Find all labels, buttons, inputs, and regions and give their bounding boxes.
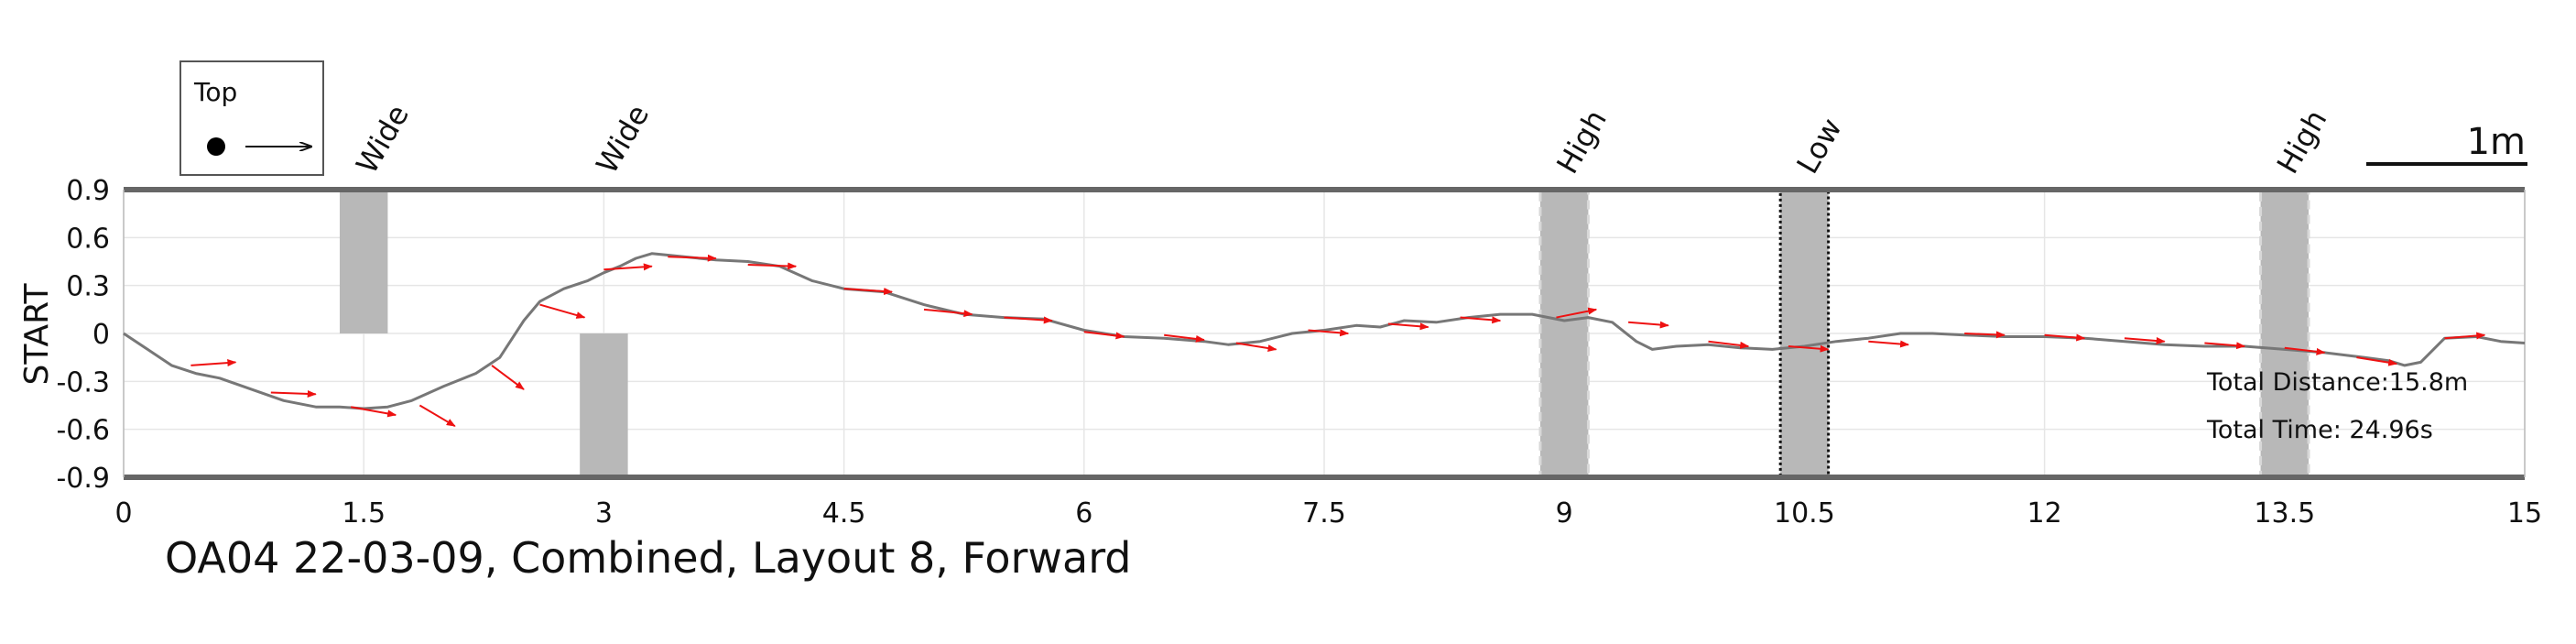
x-tick-label-10: 15 (2507, 497, 2542, 529)
y-axis-label: START (18, 282, 56, 385)
x-tick-label-4: 6 (1075, 497, 1092, 529)
y-tick-label-4: -0.3 (56, 366, 110, 398)
direction-arrows (190, 254, 2486, 428)
legend-box (179, 60, 324, 176)
direction-arrow-2 (351, 406, 397, 418)
x-tick-label-9: 13.5 (2254, 497, 2315, 529)
direction-arrow-3 (418, 404, 456, 428)
x-tick-label-1: 1.5 (342, 497, 386, 529)
direction-arrow-18 (1556, 307, 1598, 319)
scale-bar: 1m (2366, 121, 2527, 166)
legend-label: Top (193, 77, 237, 107)
direction-arrow-23 (1964, 331, 2005, 339)
direction-arrow-1 (270, 389, 317, 398)
x-tick-label-0: 0 (114, 497, 132, 529)
x-tick-label-5: 7.5 (1302, 497, 1346, 529)
obstacle-label-4: High (2270, 104, 2334, 180)
total-distance: Total Distance:15.8m (2206, 368, 2468, 397)
direction-arrow-12 (1083, 331, 1125, 340)
direction-arrow-7 (668, 254, 717, 262)
scale-bar-label: 1m (2467, 121, 2526, 163)
x-tick-label-3: 4.5 (822, 497, 866, 529)
x-tick-label-7: 10.5 (1774, 497, 1835, 529)
y-tick-label-2: 0.3 (66, 271, 110, 303)
chart-title: OA04 22-03-09, Combined, Layout 8, Forwa… (165, 533, 1132, 583)
direction-arrow-15 (1308, 329, 1350, 337)
total-time: Total Time: 24.96s (2206, 416, 2433, 444)
obstacle-1 (580, 333, 628, 477)
y-tick-label-5: -0.6 (56, 415, 110, 447)
x-tick-label-8: 12 (2027, 497, 2062, 529)
obstacles (339, 188, 2310, 479)
direction-arrow-16 (1387, 322, 1429, 331)
direction-arrow-0 (190, 359, 237, 367)
direction-arrow-29 (2444, 332, 2486, 340)
direction-arrow-4 (491, 365, 525, 390)
legend-position-marker (207, 137, 225, 156)
direction-arrow-22 (1868, 340, 1910, 348)
obstacle-labels: Wide Wide High Low High (349, 99, 2333, 180)
y-tick-label-3: 0 (92, 319, 110, 351)
direction-arrow-17 (1460, 316, 1502, 324)
direction-arrow-19 (1628, 321, 1669, 329)
obstacle-3 (1778, 188, 1831, 479)
direction-arrow-26 (2204, 342, 2246, 350)
x-tick-label-2: 3 (595, 497, 613, 529)
y-tick-label-1: 0.6 (66, 223, 110, 255)
direction-arrow-25 (2124, 337, 2166, 344)
y-tick-label-6: -0.9 (56, 463, 110, 495)
obstacle-label-1: Wide (589, 99, 656, 180)
direction-arrow-8 (747, 262, 798, 270)
direction-arrow-6 (603, 263, 653, 271)
direction-arrow-24 (2044, 333, 2086, 342)
direction-arrow-20 (1708, 340, 1750, 349)
direction-arrow-21 (1788, 344, 1830, 353)
obstacle-0 (339, 190, 388, 333)
direction-arrow-13 (1164, 333, 1205, 343)
obstacle-label-0: Wide (349, 99, 416, 180)
direction-arrow-10 (923, 308, 973, 318)
x-tick-label-6: 9 (1556, 497, 1573, 529)
x-tick-labels: 0 1.5 3 4.5 6 7.5 9 10.5 12 13.5 15 (114, 497, 2542, 529)
obstacle-label-2: High (1549, 104, 1614, 180)
direction-arrow-11 (1004, 316, 1053, 324)
y-tick-labels: 0.9 0.6 0.3 0 -0.3 -0.6 -0.9 (56, 175, 110, 495)
trajectory-line-0 (123, 252, 2526, 410)
direction-arrow-14 (1235, 342, 1277, 352)
direction-arrow-27 (2284, 346, 2326, 355)
legend: Top (179, 60, 324, 176)
grid (123, 189, 2526, 478)
direction-arrow-9 (843, 288, 894, 296)
plot-borders (123, 187, 2526, 480)
trajectory-series (123, 252, 2526, 410)
y-tick-label-0: 0.9 (66, 175, 110, 207)
obstacle-label-3: Low (1789, 112, 1848, 180)
obstacle-2 (1538, 188, 1590, 479)
direction-arrow-28 (2356, 356, 2398, 366)
direction-arrow-5 (539, 303, 586, 319)
